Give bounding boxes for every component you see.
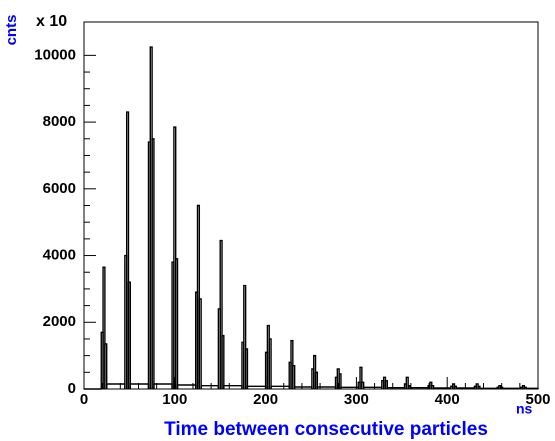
- histogram-bin: [314, 371, 319, 389]
- histogram-bin: [384, 379, 388, 389]
- histogram-bin: [175, 258, 179, 389]
- histogram-bin: [173, 126, 177, 389]
- histogram-bin: [361, 381, 365, 389]
- x-axis-label: ns: [516, 401, 533, 417]
- histogram-bin: [292, 364, 296, 389]
- histogram-bin: [221, 334, 225, 389]
- histogram-bin: [479, 387, 498, 390]
- histogram-bin: [223, 384, 243, 389]
- y-tick-label: 4000: [43, 247, 76, 264]
- histogram-bin: [268, 338, 272, 389]
- histogram-bin: [501, 387, 522, 390]
- y-axis-label: cnts: [3, 15, 20, 46]
- y-tick-label: 10000: [34, 46, 76, 63]
- histogram-bin: [125, 111, 130, 389]
- histogram-bin: [102, 266, 106, 389]
- y-tick-label: 2000: [43, 313, 76, 330]
- histogram-bin: [106, 383, 126, 389]
- y-tick-label: 8000: [43, 113, 76, 130]
- histogram-bin: [359, 366, 363, 389]
- y-tick-label: 6000: [43, 180, 76, 197]
- x-tick-label: 300: [344, 391, 369, 408]
- histogram-bin: [338, 373, 342, 389]
- histogram-bin: [243, 284, 247, 389]
- x-tick-label: 200: [253, 391, 278, 408]
- histogram-bin: [196, 204, 201, 389]
- histogram-bin: [198, 298, 202, 389]
- x-tick-label: 100: [162, 391, 187, 408]
- histogram-bin: [290, 339, 294, 389]
- histogram-bin: [104, 343, 108, 389]
- x-tick-label: 0: [80, 391, 88, 408]
- histogram-bin: [200, 384, 220, 389]
- histogram-bin: [525, 387, 539, 390]
- histogram-bin: [244, 348, 249, 389]
- x-tick-label: 500: [525, 391, 550, 408]
- chart-title: Time between consecutive particles: [164, 419, 488, 440]
- histogram-bin: [151, 138, 155, 389]
- histogram-bin: [127, 281, 132, 389]
- histogram-bin: [405, 376, 409, 389]
- y-multiplier: x 10: [36, 13, 67, 30]
- x-tick-label: 400: [435, 391, 460, 408]
- histogram-bin: [219, 239, 223, 389]
- histogram-bin: [129, 383, 150, 389]
- y-tick-label: 0: [68, 380, 76, 397]
